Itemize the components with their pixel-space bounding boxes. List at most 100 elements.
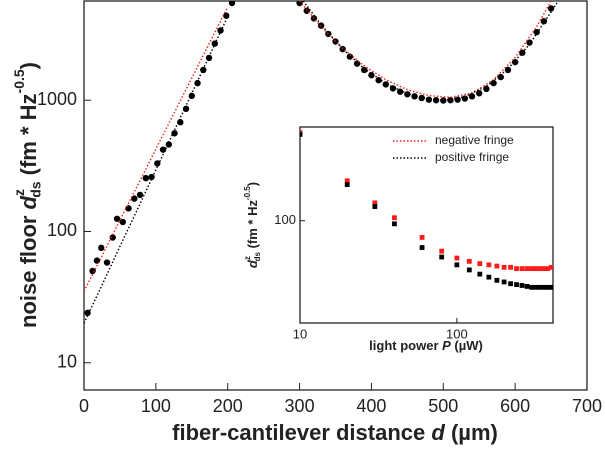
- data-point: [300, 131, 303, 137]
- label-part: (fm * Hz: [16, 93, 41, 181]
- label-part: d: [431, 420, 445, 445]
- label-part: ): [245, 182, 260, 186]
- data-point: [368, 72, 375, 79]
- data-point: [466, 267, 472, 273]
- data-point: [392, 215, 397, 221]
- data-point: [454, 255, 460, 261]
- data-point: [461, 95, 469, 102]
- data-point: [296, 1, 303, 7]
- x-tick-label: 700: [572, 396, 602, 416]
- data-point: [346, 53, 354, 60]
- data-point: [501, 264, 507, 270]
- data-point: [548, 264, 553, 270]
- x-tick-label: 400: [356, 396, 386, 416]
- label-part: ds: [27, 181, 43, 198]
- label-part: (µm): [445, 420, 498, 445]
- data-point: [545, 266, 551, 272]
- data-point: [419, 235, 425, 240]
- data-point: [476, 90, 483, 97]
- fit-line: [84, 1, 552, 292]
- data-point: [468, 93, 476, 100]
- label-part: (fm * Hz: [245, 200, 260, 253]
- data-point: [372, 204, 378, 209]
- data-point: [440, 97, 447, 104]
- data-point: [511, 58, 519, 66]
- label-part: noise floor: [16, 209, 41, 328]
- data-point: [529, 266, 535, 272]
- label-part: light power: [369, 338, 442, 353]
- data-point: [375, 77, 382, 84]
- label-part: d: [16, 195, 41, 209]
- data-point: [177, 119, 184, 126]
- data-point: [514, 282, 519, 287]
- data-point: [533, 284, 539, 290]
- series-group: [84, 1, 559, 324]
- data-point: [533, 266, 539, 272]
- label-part: ): [16, 62, 41, 69]
- data-point: [142, 174, 149, 182]
- label-part: ds: [253, 251, 262, 261]
- data-point: [447, 97, 454, 104]
- data-point: [113, 215, 121, 222]
- data-point: [486, 262, 492, 268]
- data-point: [524, 266, 530, 272]
- axis-label: noise floor dzds (fm * Hz-0.5): [11, 62, 44, 328]
- data-point: [508, 281, 513, 287]
- data-point: [98, 244, 105, 252]
- data-point: [439, 254, 445, 260]
- data-point: [392, 221, 397, 227]
- data-point: [171, 130, 178, 137]
- data-point: [501, 279, 507, 285]
- data-point: [432, 97, 440, 104]
- data-point: [519, 266, 525, 272]
- data-point: [84, 309, 91, 317]
- x-tick-label: 0: [79, 396, 89, 416]
- label-part: -0.5: [11, 69, 27, 93]
- data-point: [537, 266, 543, 272]
- data-point: [131, 195, 138, 202]
- data-point: [529, 284, 535, 290]
- data-point: [103, 259, 111, 266]
- label-part: P: [442, 338, 451, 353]
- data-point: [454, 96, 461, 103]
- data-point: [497, 73, 504, 81]
- data-point: [339, 45, 346, 53]
- label-part: -0.5: [243, 186, 252, 200]
- x-tick-label: 300: [285, 396, 315, 416]
- data-point: [533, 28, 540, 36]
- data-point: [524, 284, 530, 289]
- y-tick-label: 100: [47, 220, 77, 240]
- x-tick-label: 10: [293, 326, 307, 341]
- legend-label: positive fringe: [435, 150, 509, 164]
- x-tick-label: 100: [141, 396, 171, 416]
- data-point: [514, 266, 519, 272]
- data-point: [136, 191, 144, 199]
- data-point: [372, 200, 378, 206]
- data-point: [404, 91, 411, 98]
- y-tick-label: 100: [274, 212, 296, 227]
- legend-label: negative fringe: [435, 133, 514, 147]
- x-tick-label: 100: [446, 326, 468, 341]
- data-point: [228, 1, 236, 7]
- data-point: [344, 182, 350, 188]
- data-point: [223, 12, 230, 19]
- data-point: [537, 284, 543, 290]
- plot-frame: [299, 126, 554, 324]
- data-point: [540, 17, 548, 25]
- data-point: [477, 261, 483, 267]
- data-point: [165, 141, 172, 148]
- data-point: [490, 79, 497, 87]
- label-part: z: [11, 189, 27, 196]
- data-point: [389, 85, 397, 92]
- data-point: [541, 284, 547, 290]
- axis-label: dzds (fm * Hz-0.5): [243, 182, 262, 268]
- data-point: [361, 66, 368, 74]
- data-point: [109, 234, 116, 241]
- data-point: [494, 263, 500, 269]
- data-point: [425, 96, 433, 103]
- x-tick-label: 200: [213, 396, 243, 416]
- data-point: [494, 277, 500, 283]
- data-point: [541, 266, 547, 272]
- data-point: [486, 274, 492, 280]
